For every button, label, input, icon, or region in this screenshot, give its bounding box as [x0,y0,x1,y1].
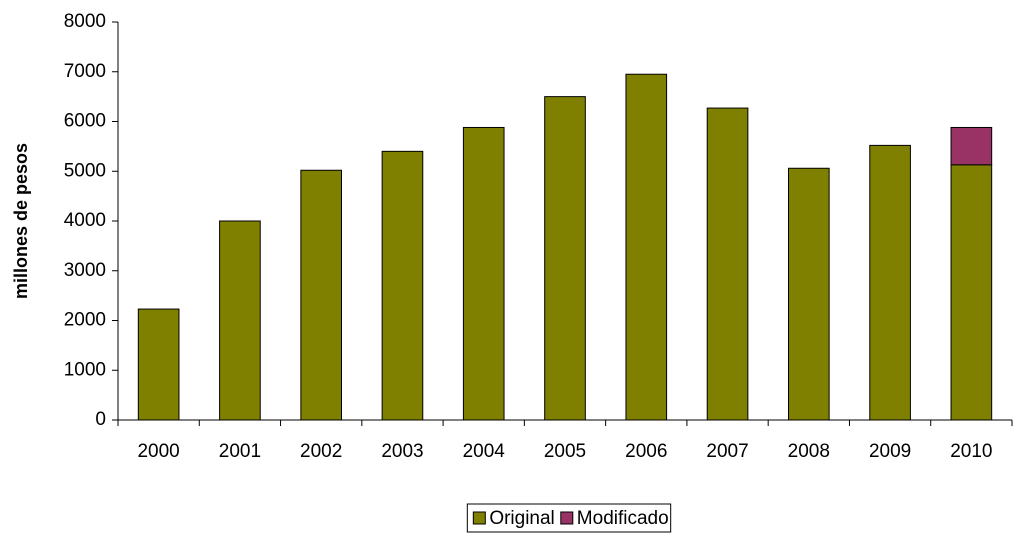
bar-segment [869,144,911,421]
bar-segment [219,220,261,421]
y-axis-label: millones de pesos [11,143,31,299]
x-tick-label: 2010 [950,441,992,462]
bar-segment [137,308,180,421]
x-tick-label: 2009 [869,441,911,462]
y-tick-label: 0 [95,409,106,430]
x-tick-label: 2000 [137,441,179,462]
x-tick-label: 2001 [219,441,261,462]
y-tick-label: 7000 [64,61,106,82]
x-tick-label: 2008 [788,441,830,462]
bar-segment [300,169,343,421]
legend-label: Modificado [577,508,669,529]
y-tick-label: 4000 [64,210,106,231]
legend-swatch [560,511,574,525]
bar-segment [381,150,424,421]
x-tick-label: 2006 [625,441,667,462]
y-tick-label: 2000 [64,310,106,331]
bar-segment [462,126,505,421]
legend-swatch [472,511,486,525]
y-tick-label: 8000 [64,11,106,32]
bar-segment [544,96,586,421]
bar-segment [950,126,993,166]
bar-segment [625,73,668,421]
x-tick-label: 2005 [544,441,586,462]
y-tick-label: 5000 [64,160,106,181]
x-tick-label: 2002 [300,441,342,462]
y-tick-label: 6000 [64,111,106,132]
x-tick-label: 2003 [381,441,423,462]
y-tick-label: 3000 [64,260,106,281]
y-tick-label: 1000 [64,359,106,380]
legend-label: Original [489,508,554,529]
bar-segment [950,164,993,421]
x-tick-label: 2004 [463,441,506,462]
bar-segment [706,107,749,421]
bar-segment [788,167,830,421]
x-tick-label: 2007 [706,441,748,462]
